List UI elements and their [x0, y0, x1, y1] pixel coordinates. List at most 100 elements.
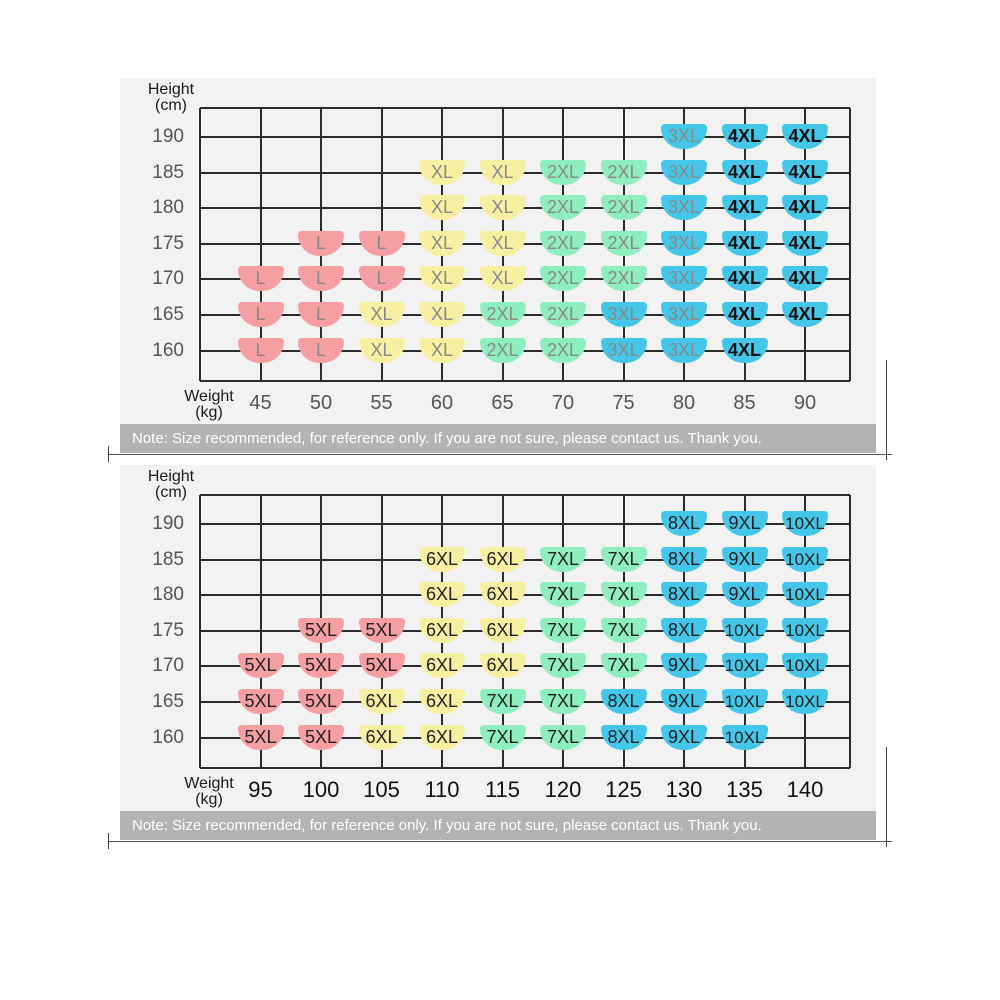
size-badge: 4XL	[721, 159, 768, 185]
panel-edge-line	[108, 841, 892, 842]
size-badge: 6XL	[479, 653, 526, 679]
size-badge: 6XL	[479, 617, 526, 643]
size-badge: 10XL	[782, 511, 828, 536]
grid-border-left	[199, 108, 201, 381]
y-tick-label: 160	[152, 726, 184, 748]
x-axis-title-line: Weight	[184, 388, 234, 405]
size-badge: 10XL	[721, 724, 768, 750]
grid-border-right	[849, 108, 851, 381]
size-badge: 6XL	[419, 617, 465, 643]
size-badge: 6XL	[419, 546, 465, 572]
y-tick-label: 175	[152, 619, 184, 641]
grid-line-h	[200, 665, 850, 668]
size-badge: 3XL	[600, 337, 647, 363]
x-tick-label: 125	[605, 777, 642, 802]
y-tick-label: 190	[152, 513, 184, 534]
size-badge: 5XL	[237, 689, 284, 714]
size-badge: 3XL	[661, 337, 707, 363]
size-badge: 9XL	[661, 689, 707, 714]
size-badge: 8XL	[661, 617, 707, 643]
x-tick-label: 55	[370, 392, 393, 414]
size-badge: XL	[419, 159, 465, 185]
size-badge: 6XL	[479, 582, 526, 608]
size-badge: 5XL	[358, 617, 405, 643]
size-badge: 2XL	[600, 230, 647, 256]
size-badge: 10XL	[721, 653, 768, 679]
x-tick-label: 140	[786, 777, 824, 802]
grid-border-right	[849, 495, 851, 768]
size-badge: 4XL	[721, 230, 768, 256]
size-badge: 3XL	[661, 266, 707, 292]
size-badge: 4XL	[782, 124, 828, 149]
size-badge: 2XL	[540, 230, 586, 256]
size-badge: 5XL	[358, 653, 405, 679]
size-badge: 8XL	[600, 724, 647, 750]
grid-line-h	[200, 349, 850, 352]
grid-border-left	[199, 495, 201, 768]
y-axis-title: Height (cm)	[138, 82, 204, 114]
x-tick-label: 90	[793, 392, 817, 414]
x-axis-title: Weight (kg)	[176, 776, 242, 808]
grid-line-h	[200, 314, 850, 316]
size-badge: 6XL	[479, 546, 526, 572]
size-badge: 5XL	[298, 653, 344, 679]
size-badge: 5XL	[298, 689, 344, 714]
y-tick-label: 185	[152, 161, 184, 183]
x-tick-label: 120	[544, 777, 582, 802]
size-badge: XL	[479, 159, 526, 185]
size-badge: 10XL	[782, 617, 828, 643]
size-badge: 3XL	[661, 230, 707, 256]
size-badge: 4XL	[721, 302, 768, 327]
x-tick-label: 95	[248, 777, 273, 802]
y-tick-label: 185	[152, 548, 184, 570]
size-badge: 8XL	[661, 546, 707, 572]
size-badge: XL	[419, 230, 465, 256]
y-axis-title-line: Height	[147, 468, 195, 485]
size-badge: 8XL	[661, 582, 707, 608]
size-badge: XL	[358, 337, 405, 363]
grid-line-h	[200, 136, 850, 138]
size-badge: 10XL	[782, 689, 828, 714]
y-tick-label: 180	[152, 197, 184, 219]
size-badge: 7XL	[600, 653, 647, 679]
size-badge: 10XL	[782, 582, 828, 608]
grid-line-h	[200, 523, 850, 525]
y-tick-label: 160	[152, 339, 184, 361]
size-badge: 2XL	[540, 302, 586, 327]
size-badge: 4XL	[721, 124, 768, 149]
size-badge: 2XL	[600, 266, 647, 292]
x-axis-title-line: (kg)	[195, 791, 223, 808]
size-badge: 2XL	[540, 159, 586, 185]
grid-line-h	[200, 207, 850, 210]
grid-border-bottom	[200, 767, 850, 769]
x-tick-label: 85	[733, 392, 756, 414]
y-tick-label: 175	[152, 232, 184, 254]
y-tick-label: 170	[152, 268, 184, 290]
size-badge: 10XL	[782, 653, 828, 679]
y-tick-label: 170	[152, 655, 184, 677]
size-badge: 4XL	[721, 266, 768, 292]
size-badge: 9XL	[661, 653, 707, 679]
size-badge: 10XL	[721, 689, 768, 714]
size-badge: 5XL	[298, 617, 344, 643]
grid-line-h	[200, 278, 850, 281]
grid-line-h	[200, 701, 850, 703]
size-badge: 9XL	[721, 511, 768, 536]
size-badge: 10XL	[721, 617, 768, 643]
y-axis-title-line: (cm)	[155, 484, 187, 501]
grid-border-top	[200, 107, 850, 109]
size-badge: 5XL	[237, 653, 284, 679]
size-badge: 3XL	[661, 195, 707, 221]
size-badge: 8XL	[661, 511, 707, 536]
x-tick-label: 135	[726, 777, 763, 802]
panel-edge-tick-left	[108, 833, 109, 849]
grid-line-h	[200, 171, 850, 174]
grid-border-bottom	[200, 380, 850, 382]
size-badge: 7XL	[540, 546, 586, 572]
size-badge: 7XL	[479, 724, 526, 750]
panel-edge-tick-right	[886, 747, 887, 847]
x-tick-label: 130	[665, 777, 703, 802]
size-badge: 4XL	[721, 337, 768, 363]
x-tick-label: 65	[491, 392, 514, 414]
grid-line-h	[200, 629, 850, 632]
